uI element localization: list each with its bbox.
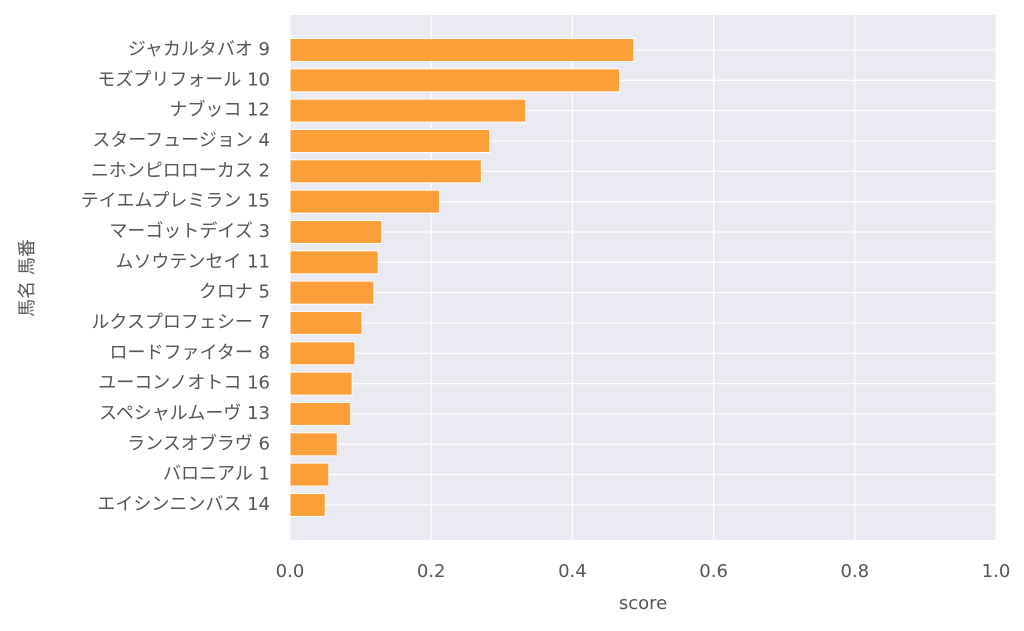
y-tick-label: スターフュージョン 4 [92, 130, 270, 151]
y-tick-label: ルクスプロフェシー 7 [91, 312, 270, 333]
bar [289, 371, 353, 396]
y-axis-label: 馬名 馬番 [17, 239, 38, 317]
bar [289, 432, 338, 457]
bar [289, 219, 383, 244]
y-tick-label: マーゴットデイズ 3 [109, 221, 270, 242]
y-tick-label: スペシャルムーヴ 13 [99, 403, 270, 424]
y-tick-label: モズプリフォール 10 [97, 69, 270, 90]
x-axis-label: score [619, 593, 667, 614]
bar [289, 492, 326, 517]
y-tick-label: クロナ 5 [199, 282, 270, 303]
x-tick-label: 0.2 [417, 561, 446, 582]
y-tick-label: ランスオブラヴ 6 [127, 432, 270, 454]
bar [289, 68, 621, 93]
y-tick-label: ロードファイター 8 [110, 342, 270, 363]
x-tick-label: 0.6 [699, 561, 728, 582]
x-tick-label: 0.4 [558, 561, 587, 582]
y-tick-label: ニホンピロローカス 2 [91, 160, 270, 181]
bar [289, 310, 363, 335]
bar [289, 280, 375, 305]
x-tick-label: 1.0 [982, 561, 1011, 582]
y-tick-label: ジャカルタバオ 9 [128, 39, 270, 60]
bar [289, 401, 352, 426]
bar [289, 98, 527, 123]
bar [289, 250, 379, 275]
y-tick-label: ユーコンノオトコ 16 [98, 373, 270, 394]
bar [289, 159, 482, 184]
x-tick-label: 0.8 [840, 561, 869, 582]
plot-area [290, 15, 996, 540]
y-tick-label: エイシンニンバス 14 [97, 494, 270, 515]
bar [289, 189, 441, 214]
y-tick-label: ムソウテンセイ 11 [115, 251, 270, 272]
bar [289, 462, 330, 487]
y-tick-label: テイエムプレミラン 15 [81, 191, 270, 212]
bar [289, 128, 491, 153]
y-tick-label: ナブッコ 12 [169, 99, 270, 121]
bar [289, 341, 356, 366]
x-tick-label: 0.0 [276, 561, 305, 582]
bar [289, 38, 635, 62]
y-tick-label: バロニアル 1 [163, 464, 270, 485]
